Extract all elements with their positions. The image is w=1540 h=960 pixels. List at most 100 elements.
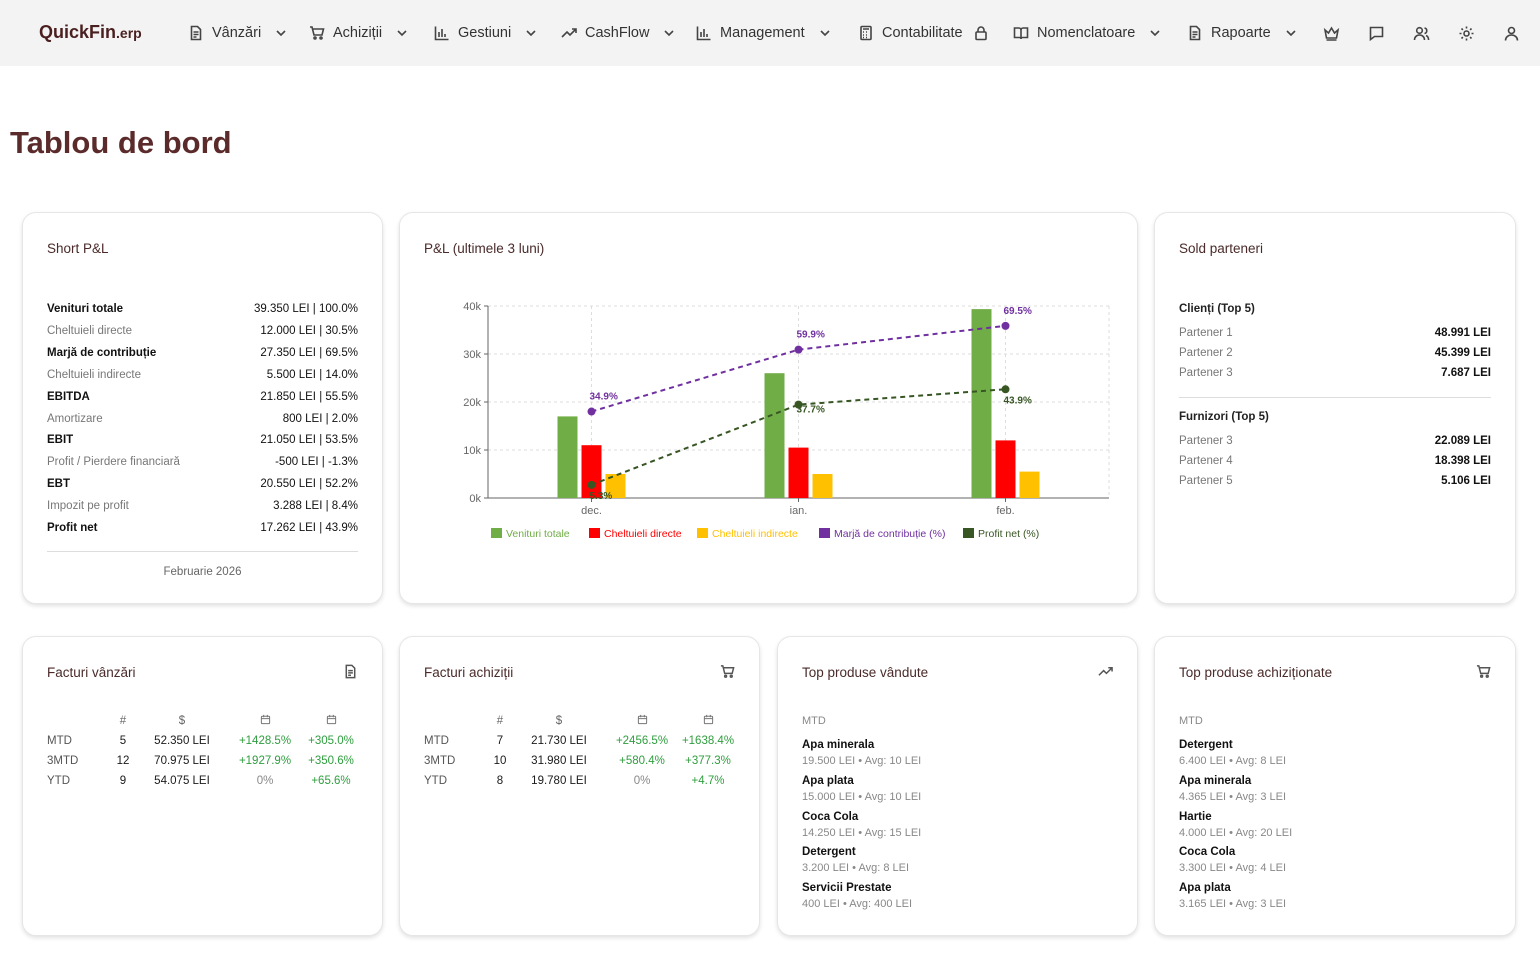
pl-row: Profit / Pierdere financiară -500 LEI | -… [47, 456, 358, 476]
top-achizitionate-card: Top produse achiziționate MTD Detergent 6… [1154, 636, 1516, 936]
table-row[interactable]: YTD 8 19.780 LEI 0% +4.7% [424, 771, 736, 791]
bar-venituri-totale[interactable] [971, 309, 992, 498]
legend-label[interactable]: Marjă de contribuție (%) [834, 528, 945, 540]
partner-row[interactable]: Partener 3 7.687 LEI [1179, 367, 1491, 379]
line-point[interactable] [1001, 385, 1010, 394]
data-label: 43.9% [1004, 395, 1032, 406]
document-icon[interactable] [343, 664, 358, 679]
table-row[interactable]: MTD 5 52.350 LEI +1428.5% +305.0% [47, 731, 359, 751]
clients-section-title: Clienți (Top 5) [1179, 303, 1255, 315]
product-detail: 19.500 LEI • Avg: 10 LEI [802, 755, 922, 767]
change-cell: +65.6% [311, 775, 351, 787]
line-point[interactable] [587, 480, 596, 489]
nav-contabilitate[interactable]: Contabilitate [858, 0, 989, 66]
brand-logo[interactable]: QuickFin.erp [39, 22, 142, 42]
y-tick-label: 0k [469, 493, 481, 505]
partner-row[interactable]: Partener 2 45.399 LEI [1179, 347, 1491, 359]
bar-cheltuieli-indirecte[interactable] [605, 474, 626, 498]
bar-cheltuieli-directe[interactable] [995, 440, 1016, 498]
legend-label[interactable]: Venituri totale [506, 528, 570, 540]
bar-venituri-totale[interactable] [557, 416, 578, 498]
pl-row-value: -500 LEI | -1.3% [275, 456, 358, 469]
amount-cell: 70.975 LEI [154, 755, 210, 767]
legend-label[interactable]: Cheltuieli indirecte [712, 528, 798, 540]
bar-cheltuieli-indirecte[interactable] [1019, 471, 1040, 498]
settings-icon[interactable] [1458, 25, 1475, 42]
nav-gestiuni[interactable]: Gestiuni [434, 0, 537, 66]
change-cell: +1638.4% [681, 735, 735, 747]
product-name: Apa plata [802, 774, 854, 787]
y-tick-label: 20k [463, 397, 481, 409]
legend-swatch [697, 528, 708, 538]
product-detail: 400 LEI • Avg: 400 LEI [802, 898, 913, 911]
line-point[interactable] [794, 345, 803, 354]
pl-row-value: 5.500 LEI | 14.0% [266, 368, 358, 381]
pl-row-label: Impozit pe profit [47, 500, 129, 513]
card-title: Top produse achiziționate [1179, 665, 1333, 680]
partner-row[interactable]: Partener 5 5.106 LEI [1179, 475, 1491, 487]
line-point[interactable] [794, 400, 803, 409]
table-row[interactable]: 3MTD 10 31.980 LEI +580.4% +377.3% [424, 751, 736, 771]
y-tick-label: 10k [463, 445, 481, 457]
count-cell: 8 [496, 775, 504, 787]
legend-swatch [589, 528, 600, 538]
change-cell: +305.0% [308, 735, 354, 747]
partner-balance: 18.398 LEI [1434, 455, 1491, 467]
partner-row[interactable]: Partener 1 48.991 LEI [1179, 327, 1491, 339]
document-icon [190, 25, 202, 41]
cart-icon[interactable] [1476, 664, 1491, 679]
partner-row[interactable]: Partener 4 18.398 LEI [1179, 455, 1491, 467]
nav-rapoarte[interactable]: Rapoarte [1187, 0, 1297, 66]
table-row[interactable]: 3MTD 12 70.975 LEI +1927.9% +350.6% [47, 751, 359, 771]
top-vandute-card: Top produse vândute MTD Apa minerala 19.5… [777, 636, 1138, 936]
divider [47, 551, 358, 552]
table-row[interactable]: MTD 7 21.730 LEI +2456.5% +1638.4% [424, 731, 736, 751]
crown-icon[interactable] [1323, 25, 1340, 42]
legend-label[interactable]: Cheltuieli directe [604, 528, 682, 540]
partner-name: Partener 3 [1179, 435, 1233, 447]
data-label: 59.9% [797, 330, 825, 341]
change-cell: +580.4% [619, 755, 665, 767]
nav-management[interactable]: Management [696, 0, 831, 66]
pl-row-value: 17.262 LEI | 43.9% [260, 522, 358, 534]
product-name: Coca Cola [802, 810, 859, 823]
nav-vanzari[interactable]: Vânzări [188, 0, 287, 66]
count-cell: 5 [119, 735, 127, 747]
y-tick-label: 40k [463, 301, 481, 313]
pl-row-value: 12.000 LEI | 30.5% [260, 324, 358, 337]
line-point[interactable] [587, 407, 596, 416]
users-icon[interactable] [1413, 25, 1430, 42]
bar-cheltuieli-directe[interactable] [788, 447, 809, 498]
user-icon[interactable] [1503, 25, 1520, 42]
table-row[interactable]: YTD 9 54.075 LEI 0% +65.6% [47, 771, 359, 791]
partner-row[interactable]: Partener 3 22.089 LEI [1179, 435, 1491, 447]
period-cell: YTD [47, 775, 70, 787]
sold-parteneri-card: Sold parteneri Clienți (Top 5) Partener … [1154, 212, 1516, 604]
product-name: Apa minerala [802, 739, 875, 751]
change-cell: +377.3% [685, 755, 731, 767]
bar-cheltuieli-indirecte[interactable] [812, 474, 833, 498]
document-icon [1189, 25, 1201, 41]
chat-icon[interactable] [1368, 25, 1385, 42]
bar-cheltuieli-directe[interactable] [581, 445, 602, 498]
calendar-icon [680, 711, 736, 731]
bar-venituri-totale[interactable] [764, 373, 785, 498]
product-name: Coca Cola [1179, 846, 1236, 859]
partner-name: Partener 5 [1179, 475, 1233, 487]
change-cell: +2456.5% [615, 735, 669, 747]
trend-icon[interactable] [1098, 664, 1113, 679]
nav-achizitii[interactable]: Achiziții [309, 0, 408, 66]
legend-label[interactable]: Profit net (%) [978, 528, 1039, 540]
nav-nomenclatoare[interactable]: Nomenclatoare [1013, 0, 1161, 66]
cart-icon[interactable] [720, 664, 735, 679]
chevron-down-icon [526, 30, 536, 37]
x-tick-label: ian. [790, 505, 808, 517]
period-cell: YTD [424, 775, 447, 787]
product-name: Hartie [1179, 810, 1212, 823]
nav-cashflow[interactable]: CashFlow [561, 0, 675, 66]
pl-row-label: Cheltuieli indirecte [47, 368, 141, 381]
legend-swatch [819, 528, 830, 538]
pl-row: Cheltuieli indirecte 5.500 LEI | 14.0% [47, 369, 358, 389]
line-point[interactable] [1001, 321, 1010, 330]
data-label: 5.3% [590, 491, 613, 502]
